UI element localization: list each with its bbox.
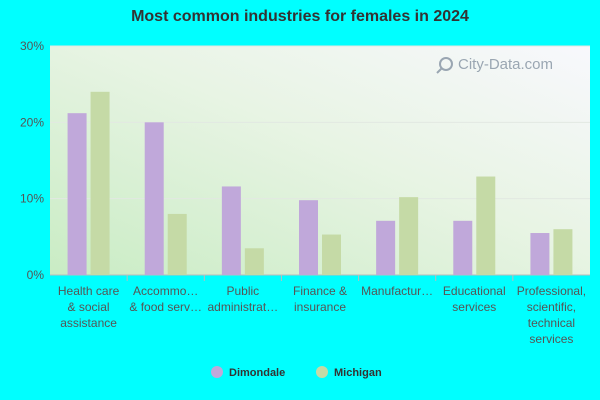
bar-michigan [167, 213, 187, 275]
bar-dimondale [299, 200, 318, 275]
bar-michigan [322, 234, 341, 275]
y-tick-label: 0% [27, 268, 45, 282]
bars [67, 91, 573, 275]
legend-label: Dimondale [229, 367, 285, 379]
x-tick-label: Public administrat… [208, 284, 279, 314]
magnifier-icon [439, 57, 453, 71]
watermark: City-Data.com [436, 56, 553, 74]
magnifier-handle [436, 67, 443, 74]
legend-swatch [316, 366, 328, 378]
y-tick-label: 10% [20, 192, 44, 206]
legend-swatch [211, 366, 223, 378]
bar-dimondale [144, 122, 164, 275]
bar-michigan [476, 176, 496, 275]
legend-label: Michigan [334, 367, 382, 379]
bar-dimondale [221, 186, 241, 275]
y-axis-ticks: 0% 10% 20% 30% [20, 39, 44, 282]
x-tick-label: Accommo… & food serv… [129, 284, 202, 314]
x-tick-label: Educational services [443, 284, 506, 314]
bar-dimondale [67, 113, 87, 275]
x-tick-label: Manufactur… [361, 284, 433, 298]
bar-dimondale [530, 233, 550, 275]
bar-michigan [553, 229, 573, 275]
x-axis-labels: Health care & social assistance Accommo… & f… [58, 284, 586, 346]
legend: Dimondale Michigan [211, 366, 382, 379]
y-tick-label: 20% [20, 115, 44, 129]
bar-michigan [244, 248, 264, 275]
grid-lines [50, 45, 590, 281]
chart-title: Most common industries for females in 20… [131, 8, 469, 25]
x-tick-label: Health care & social assistance [58, 284, 120, 330]
bar-dimondale [376, 220, 396, 275]
bar-michigan [90, 91, 110, 275]
x-tick-label: Professional, scientific, technical service… [517, 284, 586, 346]
plot-area [50, 46, 590, 275]
y-tick-label: 30% [20, 39, 44, 53]
bar-michigan [399, 197, 419, 275]
x-tick-label: Finance & insurance [293, 284, 347, 314]
bar-dimondale [453, 220, 473, 275]
watermark-text: City-Data.com [458, 56, 553, 73]
